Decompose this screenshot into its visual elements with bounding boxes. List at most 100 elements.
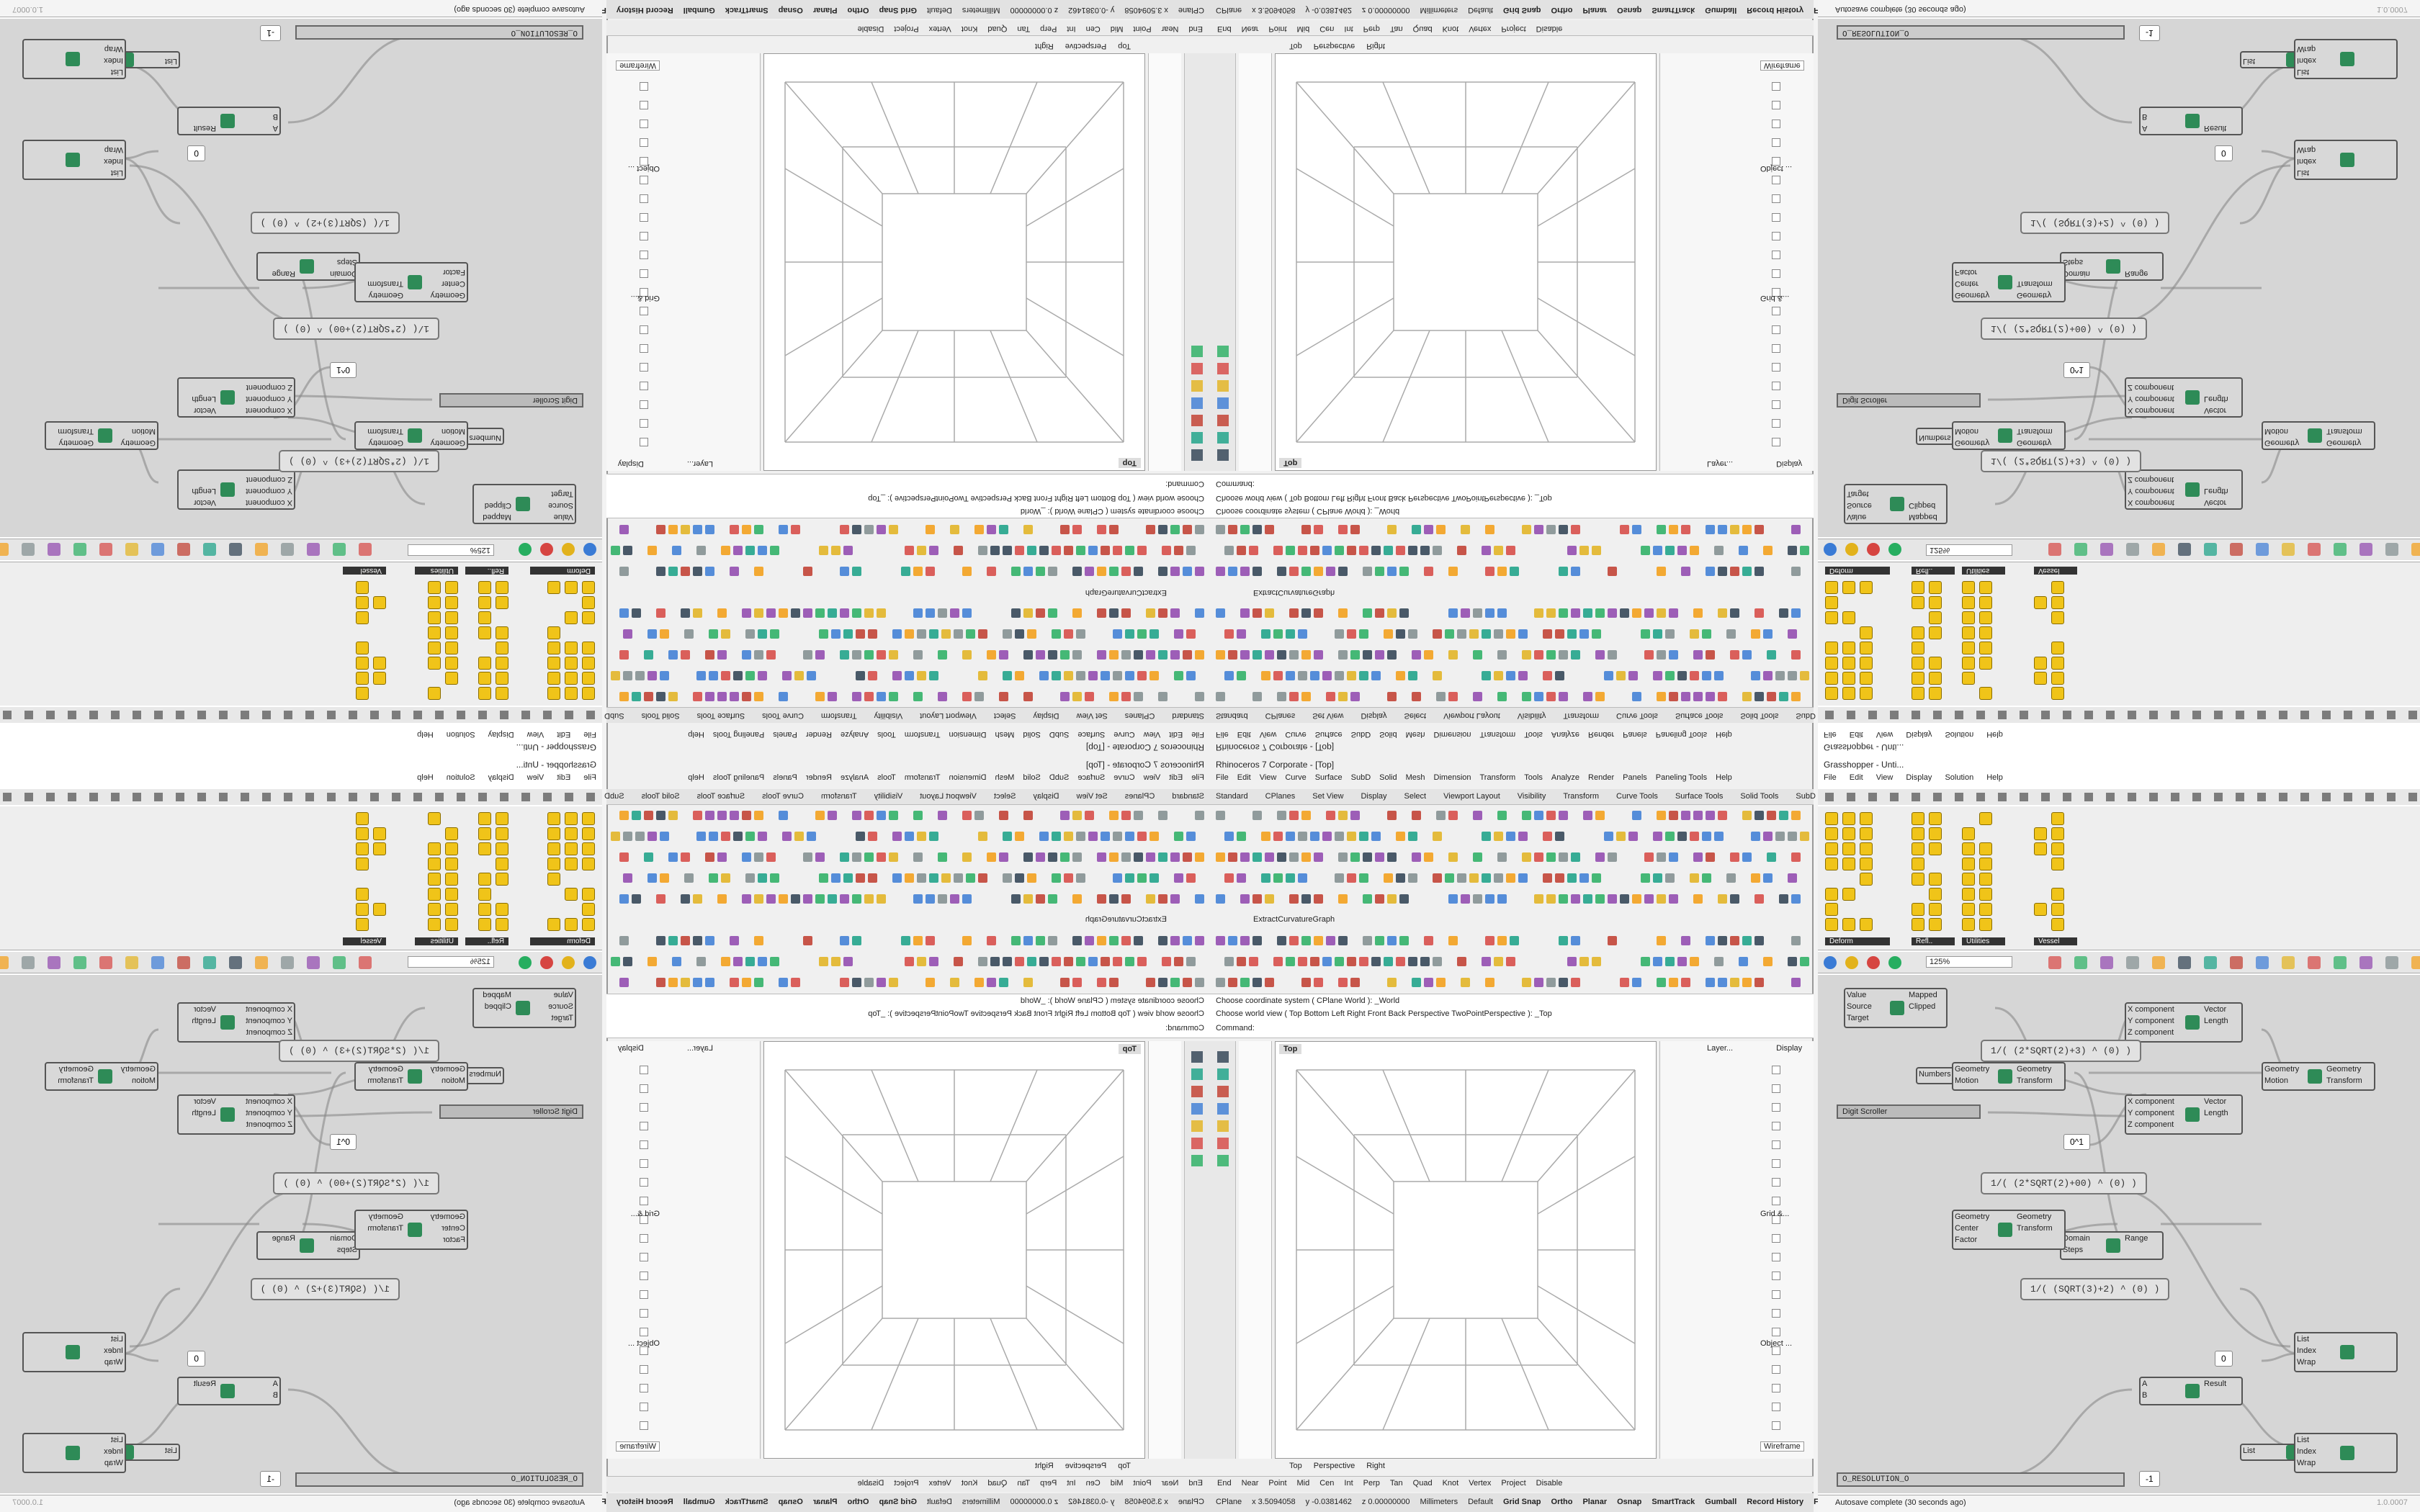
tool-icon[interactable] [1216,811,1225,820]
gh-menu-item[interactable]: Display [1906,773,1932,782]
osnap[interactable]: Vertex [1469,1479,1492,1488]
tool-icon[interactable] [1657,894,1666,904]
tool-icon[interactable] [1754,811,1764,820]
tool-icon[interactable] [1347,873,1356,883]
tool-icon[interactable] [1485,936,1494,945]
gh-menu-item[interactable]: Help [1986,773,2003,782]
tool-icon[interactable] [1706,852,1715,862]
tool-icon[interactable] [1412,978,1421,987]
tool-icon[interactable] [1338,811,1348,820]
tool-icon[interactable] [1261,873,1270,883]
tool-icon[interactable] [1628,832,1638,841]
tool-icon[interactable] [1335,832,1344,841]
tool-icon[interactable] [1277,852,1286,862]
tool-icon[interactable] [1681,936,1690,945]
tool-icon[interactable] [1677,957,1687,966]
tool-icon[interactable] [1702,873,1711,883]
tool-icon[interactable] [1252,811,1262,820]
toolbar-tab[interactable]: Surface Tools [1675,792,1724,801]
tool-icon[interactable] [1359,832,1368,841]
tool-icon[interactable] [1252,978,1262,987]
tool-icon[interactable] [1693,894,1703,904]
tool-icon[interactable] [1788,873,1797,883]
tool-icon[interactable] [1424,978,1433,987]
tool-icon[interactable] [1277,936,1286,945]
tool-icon[interactable] [1363,936,1372,945]
toolbar-tab[interactable]: CPlanes [1265,792,1296,801]
status-toggle[interactable]: Planar [1582,1498,1608,1506]
gh-menu-item[interactable]: File [1824,773,1837,782]
tool-icon[interactable] [1546,978,1556,987]
tool-icon[interactable] [1534,811,1543,820]
tool-icon[interactable] [1310,957,1319,966]
tool-icon[interactable] [1522,811,1531,820]
tool-icon[interactable] [1420,957,1430,966]
tool-icon[interactable] [1702,832,1711,841]
tool-icon[interactable] [1608,936,1617,945]
tool-icon[interactable] [1592,873,1601,883]
tool-icon[interactable] [1301,852,1311,862]
tool-icon[interactable] [1240,978,1250,987]
tool-icon[interactable] [1657,852,1666,862]
tool-icon[interactable] [1371,957,1381,966]
panel-tab[interactable]: Layer... [1707,1044,1734,1053]
tool-icon[interactable] [1742,978,1752,987]
tool-icon[interactable] [1559,936,1568,945]
tool-icon[interactable] [1436,811,1446,820]
osnap[interactable]: Mid [1296,1479,1310,1488]
menu-item[interactable]: Panels [1623,773,1647,782]
tool-icon[interactable] [1338,936,1348,945]
tool-icon[interactable] [1534,852,1543,862]
tool-icon[interactable] [1641,957,1650,966]
tool-icon[interactable] [1788,832,1797,841]
tool-icon[interactable] [1347,832,1356,841]
tool-icon[interactable] [1767,811,1776,820]
tool-icon[interactable] [1240,894,1250,904]
tool-icon[interactable] [1237,832,1246,841]
tool-icon[interactable] [1424,936,1433,945]
tool-icon[interactable] [1350,852,1360,862]
tool-icon[interactable] [1608,894,1617,904]
tool-icon[interactable] [1779,811,1788,820]
menu-item[interactable]: Render [1588,773,1615,782]
tool-icon[interactable] [1534,978,1543,987]
tool-icon[interactable] [1657,811,1666,820]
tool-icon[interactable] [1249,957,1258,966]
tool-icon[interactable] [1751,832,1760,841]
tool-icon[interactable] [1494,957,1503,966]
toolbar-tab[interactable]: Set View [1312,792,1344,801]
tool-icon[interactable] [1693,852,1703,862]
tool-icon[interactable] [1522,852,1531,862]
tool-icon[interactable] [1461,894,1470,904]
tool-icon[interactable] [1559,978,1568,987]
tool-icon[interactable] [1408,832,1417,841]
toolbar-tab[interactable]: Viewport Layout [1443,792,1500,801]
tool-icon[interactable] [1326,936,1335,945]
status-toggle[interactable]: Gumball [1705,1498,1737,1506]
menu-item[interactable]: Solid [1379,773,1397,782]
tool-icon[interactable] [1298,957,1307,966]
tool-icon[interactable] [1240,852,1250,862]
status-toggle[interactable]: Ortho [1551,1498,1573,1506]
menu-item[interactable]: File [1216,773,1229,782]
tool-icon[interactable] [1224,873,1234,883]
tool-icon[interactable] [1571,852,1580,862]
tool-icon[interactable] [1289,811,1299,820]
tool-icon[interactable] [1375,936,1384,945]
tool-icon[interactable] [1653,832,1662,841]
menu-item[interactable]: Edit [1237,773,1251,782]
tool-icon[interactable] [1396,832,1405,841]
gh-component[interactable] [2125,1094,2243,1135]
tool-icon[interactable] [1216,978,1225,987]
tool-icon[interactable] [1289,894,1299,904]
tool-icon[interactable] [1718,936,1727,945]
tool-icon[interactable] [1350,978,1360,987]
tool-icon[interactable] [1252,852,1262,862]
tool-icon[interactable] [1730,894,1739,904]
tool-icon[interactable] [1448,936,1458,945]
tool-icon[interactable] [1571,936,1580,945]
tool-icon[interactable] [1543,873,1552,883]
status-toggle[interactable]: Osnap [1617,1498,1642,1506]
menu-item[interactable]: Tools [1524,773,1543,782]
tool-icon[interactable] [1350,811,1360,820]
